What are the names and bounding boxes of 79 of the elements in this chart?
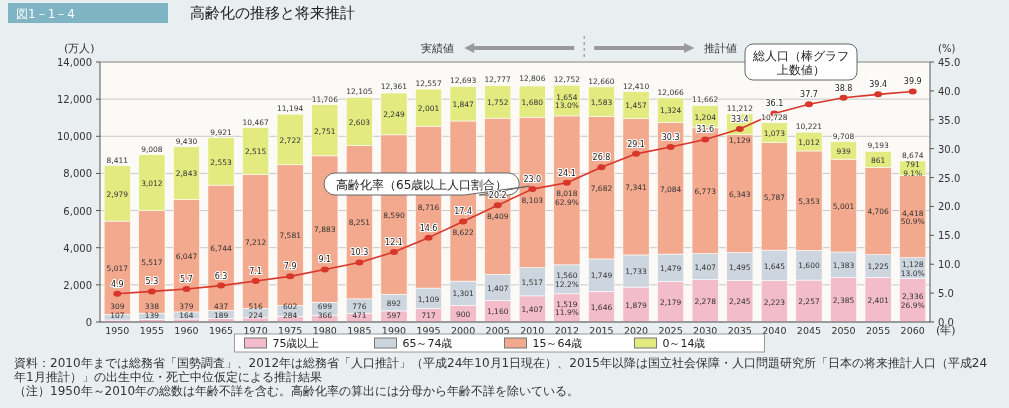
y2-tick-label: 45.0 bbox=[938, 57, 961, 68]
data-label: 33.4 bbox=[730, 115, 749, 125]
data-label: 9.1 bbox=[318, 255, 332, 265]
data-label: 7.1 bbox=[249, 266, 262, 276]
chart-title: 高齢化の推移と将来推計 bbox=[190, 4, 355, 22]
y2-tick-label: 40.0 bbox=[938, 85, 961, 97]
data-label: 36.1 bbox=[765, 99, 784, 109]
data-label: 5.3 bbox=[145, 277, 159, 287]
y-tick-label: 2,000 bbox=[63, 279, 92, 291]
x-tick-label: 1975 bbox=[278, 325, 303, 336]
legend-label: 65～74歳 bbox=[402, 337, 453, 350]
y2-tick-label: 20.0 bbox=[938, 201, 961, 213]
x-tick-label: 1985 bbox=[347, 325, 372, 336]
y-tick-label: 14,000 bbox=[57, 57, 92, 68]
text: （注）1950年～2010年の総数は年齢不詳を含む。高齢化率の算出には分母から年齢不詳を除いている。 bbox=[14, 384, 580, 398]
data-label: 5.7 bbox=[180, 275, 193, 285]
y2-axis-title: (%) bbox=[938, 43, 956, 54]
data-label: 7.9 bbox=[283, 262, 297, 272]
x-tick-label: 1990 bbox=[381, 325, 407, 336]
y-axis-title: (万人) bbox=[64, 42, 95, 55]
data-label: 26.8 bbox=[592, 153, 611, 163]
y-tick-label: 0 bbox=[85, 317, 92, 328]
x-tick-label: 1980 bbox=[312, 325, 337, 336]
annotation: 高齢化率（65歳以上人口割合） bbox=[336, 177, 508, 192]
data-label: 17.4 bbox=[454, 207, 473, 217]
y-tick-label: 10,000 bbox=[57, 131, 92, 143]
data-label: 20.2 bbox=[488, 191, 507, 201]
data-label: 6.3 bbox=[214, 271, 228, 281]
x-tick-label: 1950 bbox=[105, 325, 130, 336]
x-tick-label: 1965 bbox=[208, 325, 234, 336]
legend-label: 75歳以上 bbox=[272, 337, 320, 350]
y2-tick-label: 5.0 bbox=[938, 288, 954, 300]
data-label: 14.6 bbox=[419, 223, 438, 233]
x-tick-label: 1970 bbox=[243, 325, 268, 336]
x-tick-label: 2055 bbox=[866, 325, 891, 336]
y2-tick-label: 10.0 bbox=[938, 259, 961, 271]
y-tick-label: 12,000 bbox=[57, 94, 92, 106]
data-label: 38.8 bbox=[834, 83, 853, 93]
data-label: 30.3 bbox=[661, 132, 680, 142]
y-tick-label: 6,000 bbox=[63, 205, 92, 217]
x-tick-label: 2035 bbox=[727, 325, 752, 336]
x-tick-label: 2050 bbox=[831, 325, 856, 336]
x-tick-label: 2000 bbox=[451, 325, 476, 336]
data-label: 39.4 bbox=[869, 80, 888, 90]
data-label: 10.3 bbox=[350, 248, 369, 258]
y2-tick-label: 35.0 bbox=[938, 114, 961, 126]
text: 資料：2010年までは総務省「国勢調査」、2012年は総務省「人口推計」（平成24年10月1日現在）、2015年以降は国立社会保障・人口問題研究所「日本の将来推計人口（平成24年1月推計）」の出生中位・死亡中位仮定による推計結果 bbox=[14, 356, 988, 384]
x-tick-label: 2005 bbox=[485, 325, 510, 336]
x-tick-label: 1995 bbox=[416, 325, 441, 336]
x-tick-label: 2025 bbox=[658, 325, 683, 336]
y2-tick-label: 30.0 bbox=[938, 143, 961, 155]
chart-subtitle: 図1－1－4 bbox=[16, 7, 75, 21]
x-tick-label: 2030 bbox=[693, 325, 718, 336]
text: 実績値 bbox=[421, 42, 455, 55]
legend-label: 15～64歳 bbox=[532, 337, 583, 350]
x-tick-label: 2015 bbox=[589, 325, 614, 336]
data-label: 31.6 bbox=[696, 125, 715, 135]
data-label: 37.7 bbox=[800, 90, 818, 100]
data-label: 4.9 bbox=[110, 279, 124, 289]
data-label: 39.9 bbox=[903, 77, 922, 87]
text: 推計値 bbox=[704, 42, 738, 55]
x-tick-label: 2060 bbox=[900, 325, 925, 336]
x-tick-label: 2012 bbox=[554, 325, 579, 336]
y2-tick-label: 15.0 bbox=[938, 230, 961, 242]
data-label: 23.0 bbox=[523, 175, 542, 185]
y-tick-label: 4,000 bbox=[63, 242, 92, 254]
x-tick-label: 2040 bbox=[762, 325, 787, 336]
x-tick-label: 2020 bbox=[623, 325, 649, 336]
legend-label: 0～14歳 bbox=[662, 337, 706, 350]
y-tick-label: 8,000 bbox=[63, 168, 92, 180]
x-tick-label: 1955 bbox=[139, 325, 164, 336]
x-tick-label: 1960 bbox=[174, 325, 199, 336]
data-label: 29.1 bbox=[627, 139, 645, 149]
data-label: 12.1 bbox=[385, 238, 403, 248]
data-label: 24.1 bbox=[557, 168, 576, 178]
annotation: 総人口（棒グラフ上数値） bbox=[752, 49, 849, 77]
y2-tick-label: 25.0 bbox=[938, 172, 961, 184]
x-tick-label: 2045 bbox=[796, 325, 822, 336]
x-tick-label: 2010 bbox=[520, 325, 545, 336]
